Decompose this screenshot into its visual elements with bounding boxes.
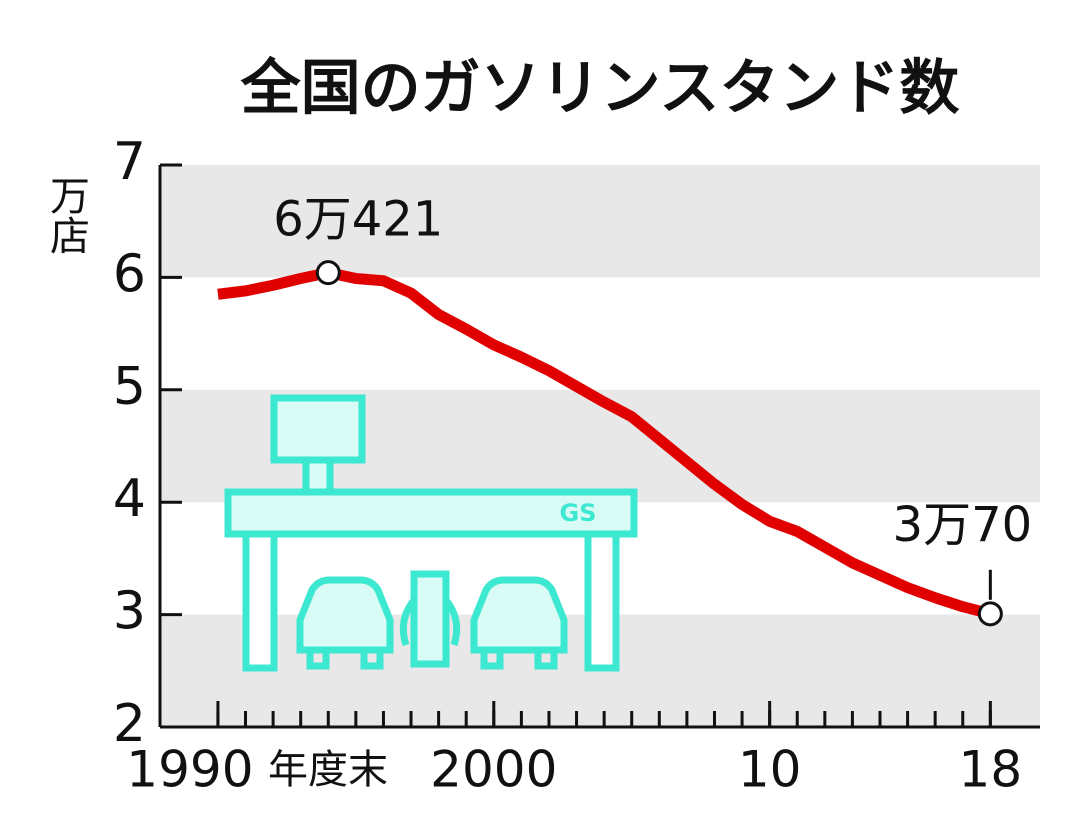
y-tick-label: 4 (113, 469, 146, 529)
y-tick-label: 6 (113, 244, 146, 304)
chart: 全国のガソリンスタンド数 万店 年度末 234567199020001018 G… (0, 0, 1074, 826)
svg-text:GS: GS (560, 499, 597, 527)
y-tick-label: 5 (113, 357, 146, 417)
x-tick-label: 18 (959, 741, 1023, 799)
y-axis-unit: 万店 (43, 175, 89, 255)
y-tick-label: 3 (113, 582, 146, 642)
annotation: 3万70 (893, 497, 1033, 553)
data-point (979, 603, 1001, 625)
y-tick-label: 7 (113, 132, 146, 192)
chart-title: 全国のガソリンスタンド数 (240, 54, 960, 124)
x-tick-label: 2000 (430, 741, 557, 799)
data-point (317, 262, 339, 284)
annotation: 6万421 (273, 192, 443, 248)
x-tick-label: 10 (738, 741, 802, 799)
x-axis-suffix: 年度末 (268, 747, 388, 793)
x-tick-label: 1990 (126, 741, 253, 799)
